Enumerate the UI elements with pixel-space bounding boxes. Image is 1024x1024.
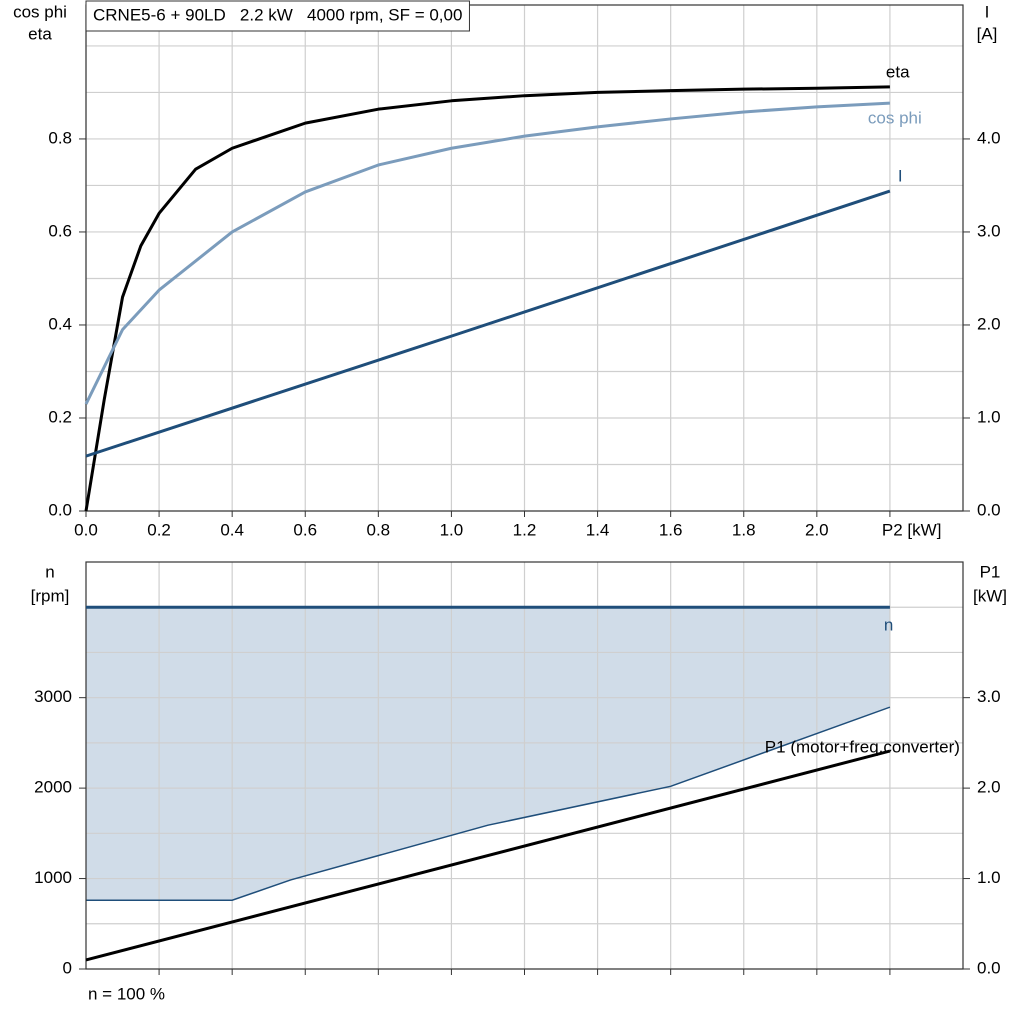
series-line [85, 189, 891, 458]
x-tick-label: 0.0 [74, 520, 98, 539]
title-box [85, 0, 470, 32]
y-axis-label: [rpm] [31, 586, 70, 605]
y2-axis-label: I [985, 2, 990, 21]
y-tick-label: 2000 [34, 778, 72, 797]
series-label: cos phi [868, 109, 922, 128]
x-tick-label: P2 [kW] [882, 520, 942, 539]
x-tick-label: 1.4 [586, 520, 610, 539]
y2-tick-label: 1.0 [977, 407, 1001, 426]
chart-title: CRNE5-6 + 90LD 2.2 kW 4000 rpm, SF = 0,0… [93, 5, 462, 24]
y2-tick-label: 2.0 [977, 314, 1001, 333]
speed-range-area [86, 607, 890, 901]
y-tick-label: 3000 [34, 687, 72, 706]
series-label: I [898, 167, 903, 186]
y2-axis-label: P1 [980, 562, 1001, 581]
y2-tick-label: 2.0 [977, 778, 1001, 797]
x-tick-label: 1.2 [513, 520, 537, 539]
note: n = 100 % [88, 984, 165, 1003]
y2-axis-label: [A] [977, 24, 998, 43]
series-line [84, 101, 890, 405]
y-tick-label: 0.0 [48, 500, 72, 519]
series-line [85, 749, 891, 962]
y-tick-label: 1000 [34, 868, 72, 887]
y2-axis-label: [kW] [973, 586, 1007, 605]
y-tick-label: 0.2 [48, 407, 72, 426]
series-label: eta [886, 62, 910, 81]
series-label: P1 (motor+freq.converter) [765, 738, 960, 757]
y2-tick-label: 0.0 [977, 958, 1001, 977]
y-tick-label: 0.6 [48, 221, 72, 240]
series-label: n [884, 616, 893, 635]
x-tick-label: 1.0 [440, 520, 464, 539]
x-tick-label: 1.8 [732, 520, 756, 539]
y-tick-label: 0 [63, 958, 72, 977]
y-tick-label: 0.8 [48, 128, 72, 147]
x-tick-label: 0.8 [367, 520, 391, 539]
y2-tick-label: 3.0 [977, 221, 1001, 240]
y-axis-label: eta [28, 24, 52, 43]
y-axis-label: cos phi [13, 2, 67, 21]
x-tick-label: 0.6 [293, 520, 317, 539]
x-tick-label: 0.4 [220, 520, 244, 539]
speed-range-line [86, 706, 891, 902]
series-line [84, 85, 890, 512]
x-tick-label: 1.6 [659, 520, 683, 539]
x-tick-label: 0.2 [147, 520, 171, 539]
y2-tick-label: 0.0 [977, 500, 1001, 519]
y-tick-label: 0.4 [48, 314, 72, 333]
y2-tick-label: 1.0 [977, 868, 1001, 887]
y2-tick-label: 4.0 [977, 128, 1001, 147]
y-axis-label: n [45, 562, 54, 581]
x-tick-label: 2.0 [805, 520, 829, 539]
y2-tick-label: 3.0 [977, 687, 1001, 706]
